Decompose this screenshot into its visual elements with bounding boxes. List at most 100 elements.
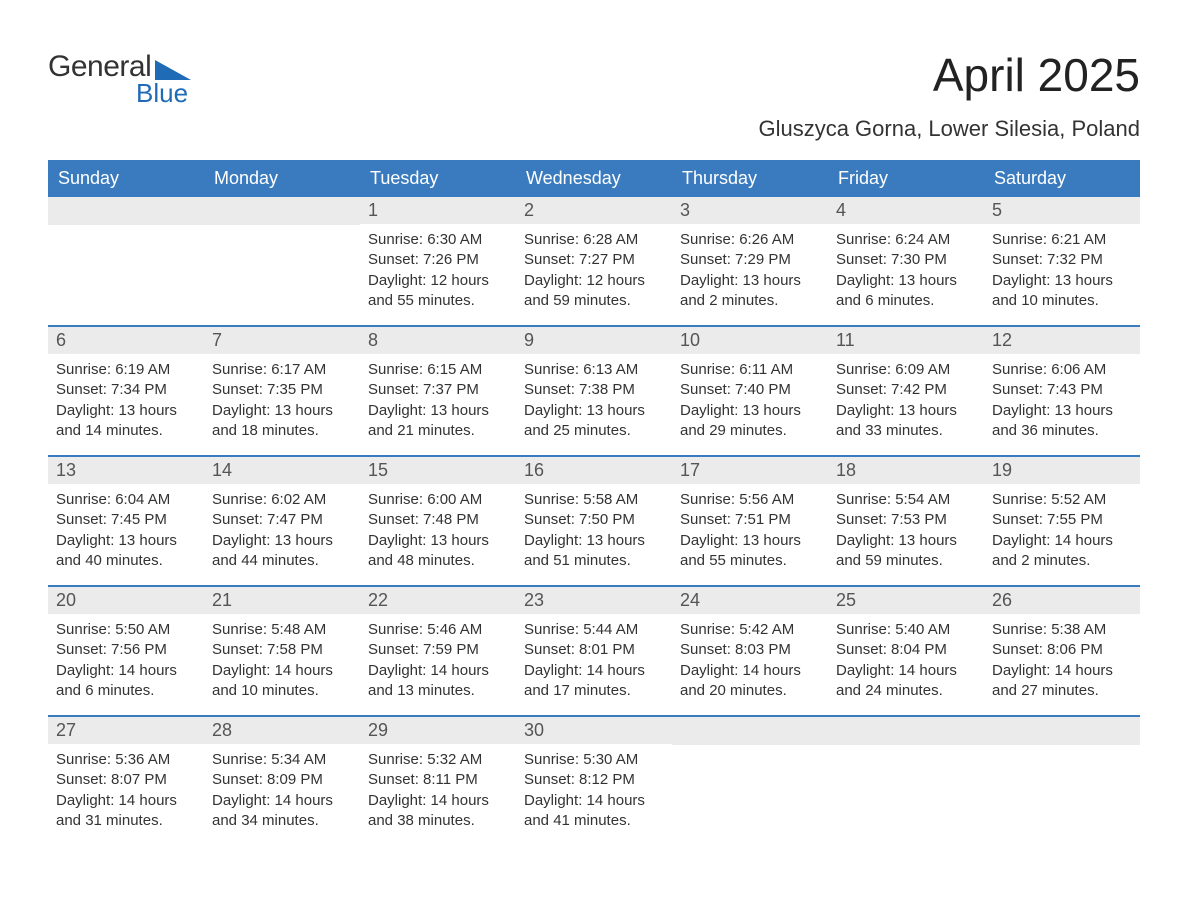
day-number: 5	[984, 197, 1140, 224]
day-body: Sunrise: 5:42 AMSunset: 8:03 PMDaylight:…	[672, 614, 828, 709]
daylight-line1: Daylight: 14 hours	[992, 531, 1132, 551]
sunrise-line: Sunrise: 6:30 AM	[368, 230, 508, 250]
sunset-line: Sunset: 7:38 PM	[524, 380, 664, 400]
day-number: 27	[48, 717, 204, 744]
day-number: 21	[204, 587, 360, 614]
daylight-line1: Daylight: 13 hours	[836, 401, 976, 421]
sunset-line: Sunset: 7:53 PM	[836, 510, 976, 530]
sunrise-line: Sunrise: 6:28 AM	[524, 230, 664, 250]
sunrise-line: Sunrise: 6:15 AM	[368, 360, 508, 380]
day-cell	[48, 197, 204, 325]
sunrise-line: Sunrise: 5:36 AM	[56, 750, 196, 770]
day-number: 3	[672, 197, 828, 224]
daylight-line1: Daylight: 13 hours	[992, 271, 1132, 291]
sunrise-line: Sunrise: 5:38 AM	[992, 620, 1132, 640]
day-number	[828, 717, 984, 745]
daylight-line1: Daylight: 14 hours	[212, 791, 352, 811]
day-cell: 21Sunrise: 5:48 AMSunset: 7:58 PMDayligh…	[204, 587, 360, 715]
daylight-line2: and 2 minutes.	[992, 551, 1132, 571]
weekday-header: Friday	[828, 160, 984, 197]
sunset-line: Sunset: 8:03 PM	[680, 640, 820, 660]
day-cell: 7Sunrise: 6:17 AMSunset: 7:35 PMDaylight…	[204, 327, 360, 455]
weekday-header: Sunday	[48, 160, 204, 197]
day-cell: 13Sunrise: 6:04 AMSunset: 7:45 PMDayligh…	[48, 457, 204, 585]
sunset-line: Sunset: 8:04 PM	[836, 640, 976, 660]
day-cell: 1Sunrise: 6:30 AMSunset: 7:26 PMDaylight…	[360, 197, 516, 325]
day-body: Sunrise: 6:15 AMSunset: 7:37 PMDaylight:…	[360, 354, 516, 449]
daylight-line2: and 55 minutes.	[680, 551, 820, 571]
day-cell: 25Sunrise: 5:40 AMSunset: 8:04 PMDayligh…	[828, 587, 984, 715]
day-number: 8	[360, 327, 516, 354]
sunrise-line: Sunrise: 5:46 AM	[368, 620, 508, 640]
daylight-line1: Daylight: 13 hours	[56, 401, 196, 421]
daylight-line1: Daylight: 13 hours	[524, 401, 664, 421]
sunset-line: Sunset: 8:12 PM	[524, 770, 664, 790]
day-cell: 9Sunrise: 6:13 AMSunset: 7:38 PMDaylight…	[516, 327, 672, 455]
day-number: 2	[516, 197, 672, 224]
daylight-line2: and 14 minutes.	[56, 421, 196, 441]
day-number	[48, 197, 204, 225]
sunset-line: Sunset: 8:06 PM	[992, 640, 1132, 660]
day-number: 29	[360, 717, 516, 744]
day-cell: 4Sunrise: 6:24 AMSunset: 7:30 PMDaylight…	[828, 197, 984, 325]
day-body: Sunrise: 5:34 AMSunset: 8:09 PMDaylight:…	[204, 744, 360, 839]
day-body: Sunrise: 5:30 AMSunset: 8:12 PMDaylight:…	[516, 744, 672, 839]
day-cell: 6Sunrise: 6:19 AMSunset: 7:34 PMDaylight…	[48, 327, 204, 455]
daylight-line1: Daylight: 14 hours	[836, 661, 976, 681]
title-block: April 2025 Gluszyca Gorna, Lower Silesia…	[758, 40, 1140, 142]
page-title: April 2025	[758, 48, 1140, 102]
daylight-line2: and 59 minutes.	[524, 291, 664, 311]
week-row: 20Sunrise: 5:50 AMSunset: 7:56 PMDayligh…	[48, 585, 1140, 715]
day-body: Sunrise: 6:17 AMSunset: 7:35 PMDaylight:…	[204, 354, 360, 449]
day-number: 14	[204, 457, 360, 484]
logo-text-blue: Blue	[136, 78, 191, 109]
day-cell: 27Sunrise: 5:36 AMSunset: 8:07 PMDayligh…	[48, 717, 204, 845]
day-cell: 12Sunrise: 6:06 AMSunset: 7:43 PMDayligh…	[984, 327, 1140, 455]
sunset-line: Sunset: 7:45 PM	[56, 510, 196, 530]
header-area: General Blue April 2025 Gluszyca Gorna, …	[48, 40, 1140, 142]
day-body: Sunrise: 6:02 AMSunset: 7:47 PMDaylight:…	[204, 484, 360, 579]
day-cell: 2Sunrise: 6:28 AMSunset: 7:27 PMDaylight…	[516, 197, 672, 325]
day-body: Sunrise: 6:06 AMSunset: 7:43 PMDaylight:…	[984, 354, 1140, 449]
daylight-line2: and 17 minutes.	[524, 681, 664, 701]
day-cell: 20Sunrise: 5:50 AMSunset: 7:56 PMDayligh…	[48, 587, 204, 715]
day-body: Sunrise: 6:30 AMSunset: 7:26 PMDaylight:…	[360, 224, 516, 319]
daylight-line1: Daylight: 14 hours	[368, 791, 508, 811]
daylight-line2: and 10 minutes.	[992, 291, 1132, 311]
day-cell: 17Sunrise: 5:56 AMSunset: 7:51 PMDayligh…	[672, 457, 828, 585]
daylight-line2: and 21 minutes.	[368, 421, 508, 441]
sunset-line: Sunset: 7:32 PM	[992, 250, 1132, 270]
day-cell: 23Sunrise: 5:44 AMSunset: 8:01 PMDayligh…	[516, 587, 672, 715]
day-body: Sunrise: 5:40 AMSunset: 8:04 PMDaylight:…	[828, 614, 984, 709]
daylight-line1: Daylight: 13 hours	[680, 271, 820, 291]
sunrise-line: Sunrise: 6:04 AM	[56, 490, 196, 510]
daylight-line2: and 29 minutes.	[680, 421, 820, 441]
sunrise-line: Sunrise: 6:09 AM	[836, 360, 976, 380]
daylight-line1: Daylight: 13 hours	[368, 401, 508, 421]
daylight-line2: and 34 minutes.	[212, 811, 352, 831]
day-number: 4	[828, 197, 984, 224]
day-number: 23	[516, 587, 672, 614]
weekday-header: Thursday	[672, 160, 828, 197]
daylight-line2: and 25 minutes.	[524, 421, 664, 441]
day-number: 15	[360, 457, 516, 484]
day-number	[672, 717, 828, 745]
day-body: Sunrise: 6:13 AMSunset: 7:38 PMDaylight:…	[516, 354, 672, 449]
day-body: Sunrise: 5:56 AMSunset: 7:51 PMDaylight:…	[672, 484, 828, 579]
day-body: Sunrise: 6:21 AMSunset: 7:32 PMDaylight:…	[984, 224, 1140, 319]
week-row: 1Sunrise: 6:30 AMSunset: 7:26 PMDaylight…	[48, 197, 1140, 325]
sunrise-line: Sunrise: 6:13 AM	[524, 360, 664, 380]
daylight-line2: and 36 minutes.	[992, 421, 1132, 441]
sunset-line: Sunset: 7:40 PM	[680, 380, 820, 400]
day-body: Sunrise: 6:19 AMSunset: 7:34 PMDaylight:…	[48, 354, 204, 449]
day-body: Sunrise: 5:32 AMSunset: 8:11 PMDaylight:…	[360, 744, 516, 839]
day-number: 22	[360, 587, 516, 614]
sunset-line: Sunset: 7:47 PM	[212, 510, 352, 530]
weekday-header-row: Sunday Monday Tuesday Wednesday Thursday…	[48, 160, 1140, 197]
sunset-line: Sunset: 7:50 PM	[524, 510, 664, 530]
day-number	[204, 197, 360, 225]
daylight-line2: and 38 minutes.	[368, 811, 508, 831]
day-cell: 5Sunrise: 6:21 AMSunset: 7:32 PMDaylight…	[984, 197, 1140, 325]
week-row: 27Sunrise: 5:36 AMSunset: 8:07 PMDayligh…	[48, 715, 1140, 845]
sunset-line: Sunset: 8:09 PM	[212, 770, 352, 790]
